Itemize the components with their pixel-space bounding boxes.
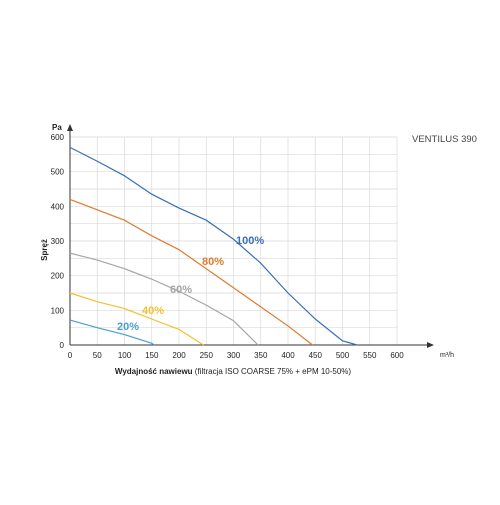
series-label: 40% (142, 305, 164, 317)
y-tick-label: 0 (60, 341, 65, 350)
y-tick-label: 600 (51, 133, 65, 142)
x-axis-title-rest: (filtracja ISO COARSE 75% + ePM 10-50%) (195, 367, 352, 376)
x-axis-title-bold: Wydajność nawiewu (115, 367, 193, 376)
series-label: 100% (236, 235, 264, 247)
x-tick-label: 300 (227, 351, 241, 360)
series-line (69, 319, 155, 346)
series-label: 80% (202, 256, 224, 268)
series-line (69, 146, 358, 346)
x-tick-label: 0 (68, 351, 73, 360)
x-tick-label: 600 (390, 351, 404, 360)
y-tick-label: 100 (51, 306, 65, 315)
series-label: 20% (117, 321, 139, 333)
x-tick-label: 400 (281, 351, 295, 360)
y-axis-arrow (67, 124, 73, 131)
x-tick-label: 250 (200, 351, 214, 360)
y-tick-label: 300 (51, 237, 65, 246)
x-tick-label: 150 (145, 351, 159, 360)
x-tick-label: 350 (254, 351, 268, 360)
x-tick-label: 450 (309, 351, 323, 360)
x-tick-label: 100 (118, 351, 132, 360)
x-tick-label: 50 (93, 351, 102, 360)
y-tick-label: 500 (51, 168, 65, 177)
x-unit: m³/h (440, 352, 454, 359)
y-unit: Pa (52, 123, 62, 132)
x-axis-title: Wydajność nawiewu (filtracja ISO COARSE … (115, 367, 352, 376)
y-tick-label: 400 (51, 202, 65, 211)
series-line (69, 198, 313, 346)
series-line (69, 252, 259, 346)
x-tick-label: 500 (336, 351, 350, 360)
chart-title: VENTILUS 390 (412, 134, 477, 145)
y-tick-label: 200 (51, 272, 65, 281)
series-label: 60% (170, 284, 192, 296)
series-line (69, 292, 204, 346)
x-tick-label: 550 (363, 351, 377, 360)
x-tick-label: 200 (172, 351, 186, 360)
y-axis-title: Spręż (40, 239, 49, 261)
x-axis-arrow (427, 342, 434, 348)
